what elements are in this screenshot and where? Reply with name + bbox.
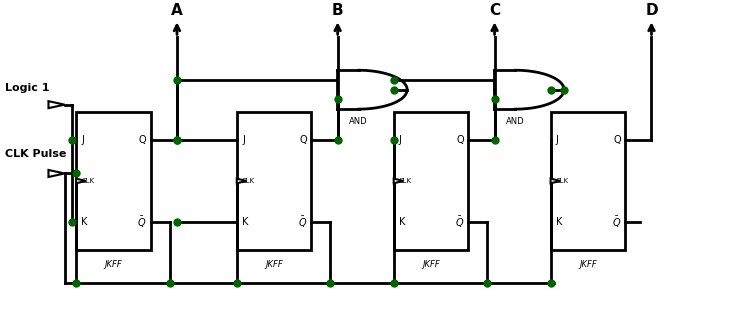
Polygon shape bbox=[49, 101, 64, 108]
Text: AND: AND bbox=[506, 117, 525, 126]
Polygon shape bbox=[394, 179, 404, 183]
FancyBboxPatch shape bbox=[550, 112, 626, 250]
Text: J: J bbox=[399, 135, 402, 145]
Text: K: K bbox=[242, 217, 248, 227]
Text: J: J bbox=[242, 135, 244, 145]
Text: $\bar{Q}$: $\bar{Q}$ bbox=[454, 215, 464, 230]
Text: Q: Q bbox=[456, 135, 464, 145]
Polygon shape bbox=[49, 170, 64, 177]
FancyBboxPatch shape bbox=[76, 112, 151, 250]
Text: B: B bbox=[332, 3, 344, 18]
Text: K: K bbox=[556, 217, 562, 227]
FancyBboxPatch shape bbox=[237, 112, 311, 250]
Text: CLK: CLK bbox=[242, 178, 255, 184]
Text: CLK: CLK bbox=[556, 178, 569, 184]
Text: $\bar{Q}$: $\bar{Q}$ bbox=[137, 215, 146, 230]
Text: K: K bbox=[399, 217, 405, 227]
Text: JKFF: JKFF bbox=[422, 260, 440, 269]
Text: Q: Q bbox=[139, 135, 146, 145]
Text: Q: Q bbox=[614, 135, 621, 145]
Text: Logic 1: Logic 1 bbox=[5, 83, 50, 93]
Text: $\bar{Q}$: $\bar{Q}$ bbox=[298, 215, 307, 230]
Polygon shape bbox=[76, 179, 86, 183]
Text: JKFF: JKFF bbox=[104, 260, 122, 269]
Text: Q: Q bbox=[299, 135, 307, 145]
Text: CLK: CLK bbox=[399, 178, 412, 184]
Text: K: K bbox=[81, 217, 88, 227]
Text: CLK: CLK bbox=[81, 178, 94, 184]
Text: AND: AND bbox=[350, 117, 368, 126]
FancyBboxPatch shape bbox=[394, 112, 469, 250]
Text: C: C bbox=[489, 3, 500, 18]
Polygon shape bbox=[550, 179, 560, 183]
Text: JKFF: JKFF bbox=[579, 260, 597, 269]
Text: $\bar{Q}$: $\bar{Q}$ bbox=[611, 215, 621, 230]
Polygon shape bbox=[237, 179, 247, 183]
Text: D: D bbox=[645, 3, 658, 18]
Text: JKFF: JKFF bbox=[266, 260, 283, 269]
Text: J: J bbox=[81, 135, 84, 145]
Text: J: J bbox=[556, 135, 559, 145]
Text: CLK Pulse: CLK Pulse bbox=[5, 149, 67, 159]
Text: A: A bbox=[171, 3, 183, 18]
